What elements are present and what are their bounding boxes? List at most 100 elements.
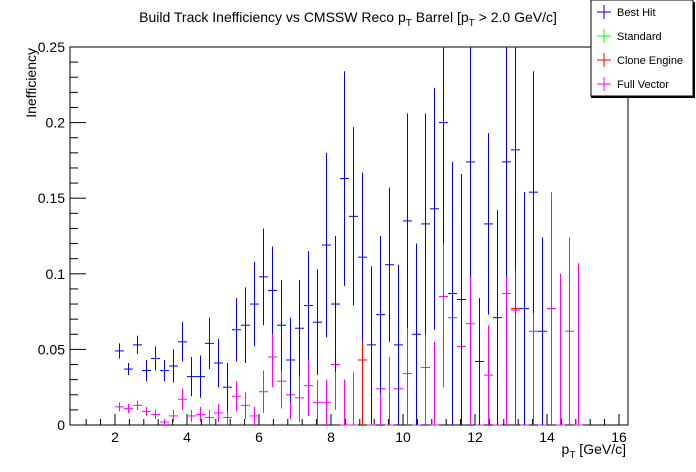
data-point-best-hit — [430, 87, 439, 330]
data-point-best-hit — [493, 210, 502, 425]
data-point-best-hit — [178, 322, 187, 362]
x-tick-label: 6 — [255, 429, 263, 445]
legend-entry-clone-engine: Clone Engine — [597, 53, 683, 67]
data-point-full-vector — [205, 409, 214, 425]
data-point-full-vector — [268, 326, 277, 388]
y-tick-label: 0.05 — [38, 341, 65, 357]
data-point-full-vector — [340, 379, 349, 426]
data-point-full-vector — [430, 341, 439, 426]
data-point-best-hit — [322, 152, 331, 338]
legend: Best Hit Standard Clone Engine Full Vector — [590, 0, 695, 98]
data-point-best-hit — [448, 161, 457, 425]
data-point-full-vector — [133, 400, 142, 410]
data-point-best-hit — [223, 363, 232, 412]
data-point-full-vector — [178, 388, 187, 410]
data-point-best-hit — [151, 346, 160, 371]
data-point-full-vector — [169, 409, 178, 422]
data-point-best-hit — [520, 192, 529, 425]
data-point-full-vector — [484, 325, 493, 425]
legend-box — [590, 0, 694, 97]
data-point-full-vector — [187, 409, 196, 422]
data-point-best-hit — [205, 317, 214, 370]
data-point-full-vector — [160, 418, 169, 425]
y-tick-label: 0.25 — [38, 39, 65, 55]
y-tick-label: 0.15 — [38, 190, 65, 206]
data-point-best-hit — [133, 335, 142, 354]
data-point-best-hit — [277, 279, 286, 371]
data-point-full-vector — [385, 356, 394, 426]
data-point-full-vector — [259, 370, 268, 413]
x-tick-label: 10 — [395, 429, 411, 445]
data-point-best-hit — [502, 47, 511, 277]
x-tick-label: 4 — [183, 429, 191, 445]
series-best-hit — [115, 47, 547, 425]
data-point-best-hit — [250, 261, 259, 347]
data-point-best-hit — [511, 47, 520, 271]
y-tick-label: 0.2 — [46, 115, 66, 131]
x-tick-label: 12 — [467, 429, 483, 445]
x-tick-label: 16 — [611, 429, 627, 445]
y-tick-label: 0.1 — [46, 266, 66, 282]
data-point-best-hit — [304, 251, 313, 360]
y-axis-title: Inefficiency — [23, 48, 39, 118]
data-point-best-hit — [529, 71, 538, 314]
data-point-best-hit — [241, 287, 250, 364]
data-point-full-vector — [313, 379, 322, 425]
data-point-full-vector — [574, 263, 583, 426]
data-point-full-vector — [115, 402, 124, 412]
legend-entry-standard: Standard — [597, 29, 662, 43]
data-layer — [115, 47, 583, 426]
data-point-full-vector — [250, 406, 259, 425]
data-point-best-hit — [484, 133, 493, 315]
data-point-best-hit — [259, 228, 268, 326]
data-point-full-vector — [349, 372, 358, 426]
data-point-best-hit — [403, 113, 412, 329]
data-point-full-vector — [214, 403, 223, 422]
data-point-full-vector — [223, 409, 232, 425]
legend-label-best-hit: Best Hit — [617, 7, 656, 19]
legend-label-clone-engine: Clone Engine — [617, 55, 683, 67]
chart-title: Build Track Inefficiency vs CMSSW Reco p… — [139, 9, 557, 29]
legend-shadow-right — [693, 2, 695, 98]
data-point-best-hit — [475, 297, 484, 425]
data-point-best-hit — [538, 237, 547, 425]
data-point-full-vector — [295, 373, 304, 422]
data-point-full-vector — [241, 391, 250, 419]
data-point-best-hit — [286, 317, 295, 403]
x-tick-label: 14 — [539, 429, 555, 445]
data-point-full-vector — [304, 355, 313, 416]
legend-shadow-bottom — [591, 96, 693, 98]
data-point-best-hit — [214, 338, 223, 388]
data-point-full-vector — [565, 237, 574, 425]
x-tick-label: 8 — [327, 429, 335, 445]
data-point-best-hit — [169, 349, 178, 383]
data-point-full-vector — [196, 406, 205, 422]
data-point-best-hit — [367, 266, 376, 424]
data-point-best-hit — [466, 47, 475, 277]
data-point-best-hit — [115, 343, 124, 359]
data-point-best-hit — [340, 71, 349, 286]
data-point-best-hit — [313, 269, 322, 376]
y-tick-label: 0 — [57, 417, 65, 433]
data-point-best-hit — [187, 356, 196, 397]
data-point-best-hit — [439, 47, 448, 244]
data-point-full-vector — [142, 406, 151, 416]
legend-entry-full-vector: Full Vector — [597, 77, 669, 91]
data-point-best-hit — [268, 246, 277, 335]
data-point-full-vector — [232, 381, 241, 412]
x-tick-label: 2 — [111, 429, 119, 445]
data-point-best-hit — [457, 174, 466, 425]
data-point-best-hit — [142, 359, 151, 382]
data-point-best-hit — [124, 363, 133, 376]
data-point-best-hit — [421, 113, 430, 335]
data-point-full-vector — [151, 409, 160, 419]
data-point-best-hit — [358, 172, 367, 342]
legend-entry-best-hit: Best Hit — [597, 5, 656, 19]
legend-label-standard: Standard — [617, 31, 662, 43]
data-point-best-hit — [394, 264, 403, 425]
data-point-full-vector — [547, 192, 556, 425]
data-point-best-hit — [412, 243, 421, 425]
data-point-best-hit — [376, 236, 385, 394]
